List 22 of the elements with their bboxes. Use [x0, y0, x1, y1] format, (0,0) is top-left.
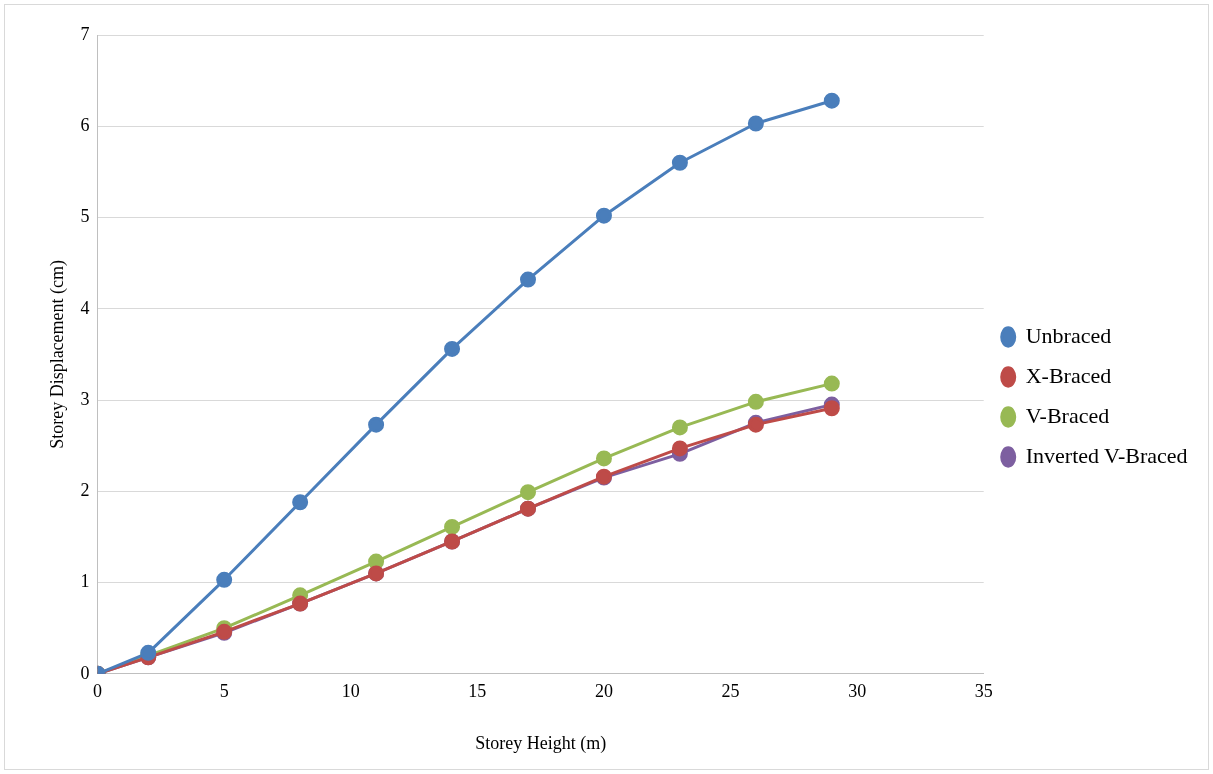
- x-tick-label: 5: [219, 681, 229, 702]
- x-tick-label: 30: [848, 681, 867, 702]
- legend-label: Inverted V-Braced: [1025, 442, 1188, 468]
- legend-label: X-Braced: [1025, 362, 1112, 388]
- y-tick-label: 0: [80, 662, 90, 683]
- x-tick-label: 15: [468, 681, 487, 702]
- y-tick-label: 1: [80, 571, 90, 592]
- y-tick-label: 6: [80, 114, 90, 135]
- y-tick-label: 5: [80, 206, 90, 227]
- legend-label: V-Braced: [1025, 402, 1110, 428]
- y-tick-label: 2: [80, 480, 90, 501]
- x-tick-label: 20: [594, 681, 613, 702]
- y-axis-title: Storey Displacement (cm): [46, 259, 68, 449]
- y-tick-label: 7: [80, 23, 90, 44]
- x-axis-title: Storey Height (m): [475, 732, 607, 754]
- x-tick-label: 0: [93, 681, 103, 702]
- y-tick-label: 4: [80, 297, 90, 318]
- x-tick-label: 35: [974, 681, 993, 702]
- legend-label: Unbraced: [1025, 322, 1112, 348]
- y-tick-label: 3: [80, 388, 90, 409]
- x-tick-label: 10: [341, 681, 360, 702]
- x-tick-label: 25: [721, 681, 740, 702]
